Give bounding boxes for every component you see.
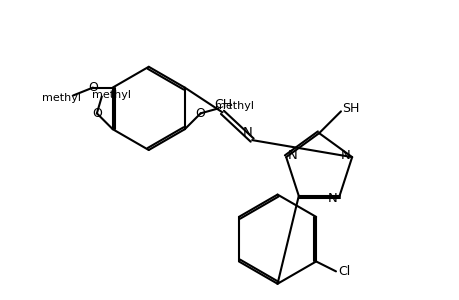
Text: N: N [327,192,337,206]
Text: methyl: methyl [92,89,131,100]
Text: Cl: Cl [337,265,349,278]
Text: O: O [88,81,98,94]
Text: O: O [92,107,101,120]
Text: O: O [195,107,205,120]
Text: N: N [288,148,297,162]
Text: SH: SH [341,102,359,115]
Text: N: N [242,126,252,139]
Text: CH: CH [214,98,232,111]
Text: methyl: methyl [42,94,80,103]
Text: methyl: methyl [214,101,253,111]
Text: N: N [340,148,349,162]
